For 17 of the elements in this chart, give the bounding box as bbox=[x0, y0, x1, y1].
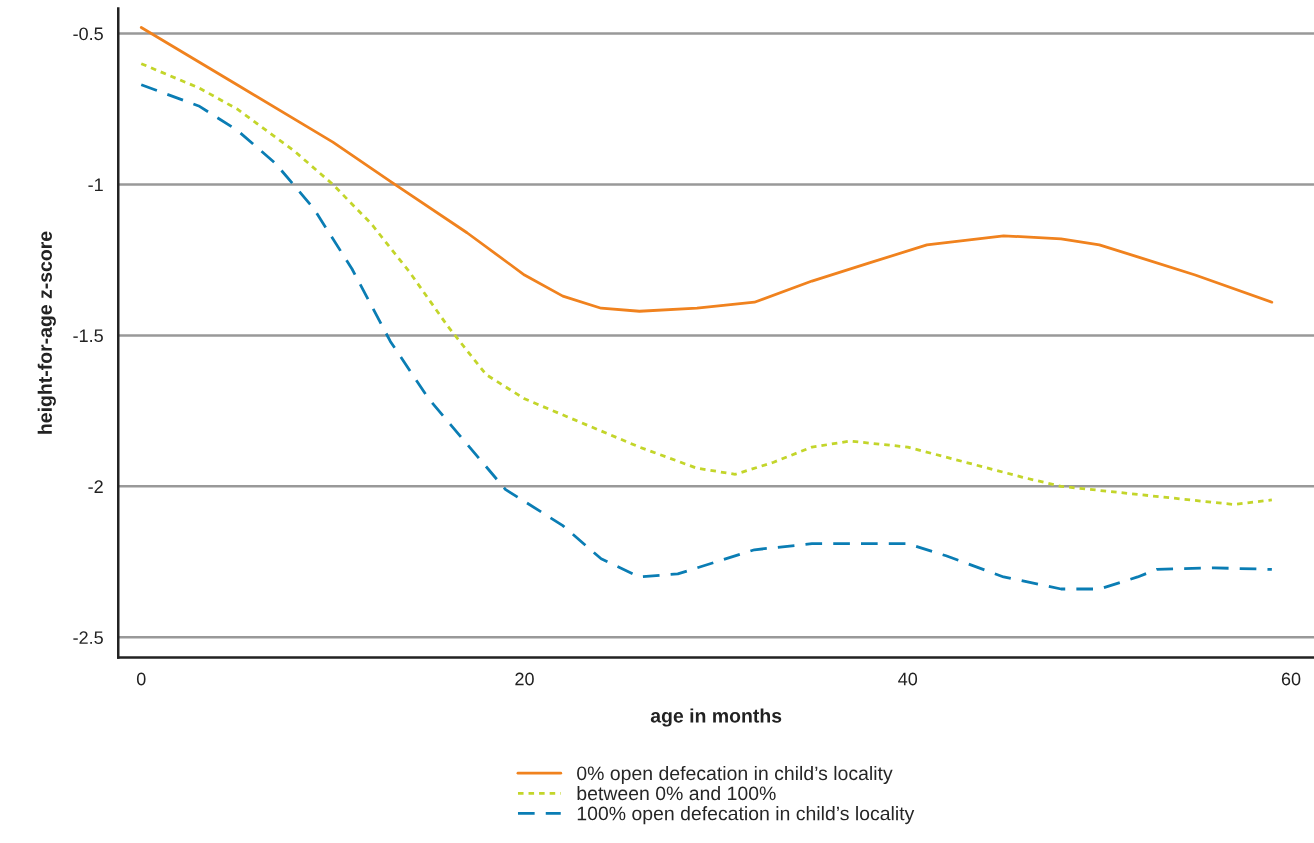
legend-label: between 0% and 100% bbox=[577, 785, 776, 801]
legend-label: 0% open defecation in child’s locality bbox=[577, 765, 893, 785]
line-series bbox=[139, 83, 1274, 591]
y-axis-title: height-for-age z-score bbox=[37, 231, 56, 434]
line-series bbox=[139, 62, 1274, 506]
y-tick-label: -0.5 bbox=[73, 27, 103, 41]
x-tick-label: 0 bbox=[136, 672, 146, 686]
x-axis-title: age in months bbox=[650, 708, 782, 727]
line-series bbox=[139, 26, 1274, 313]
x-tick-label: 60 bbox=[1281, 672, 1301, 686]
x-tick-label: 40 bbox=[898, 672, 918, 686]
legend-label: 100% open defecation in child’s locality bbox=[577, 806, 915, 825]
y-tick-label: -1 bbox=[88, 178, 103, 191]
x-tick-label: 20 bbox=[515, 672, 534, 686]
y-tick-label: -2.5 bbox=[73, 631, 103, 645]
y-tick-label: -1.5 bbox=[73, 329, 103, 343]
y-tick-label: -2 bbox=[88, 480, 103, 493]
